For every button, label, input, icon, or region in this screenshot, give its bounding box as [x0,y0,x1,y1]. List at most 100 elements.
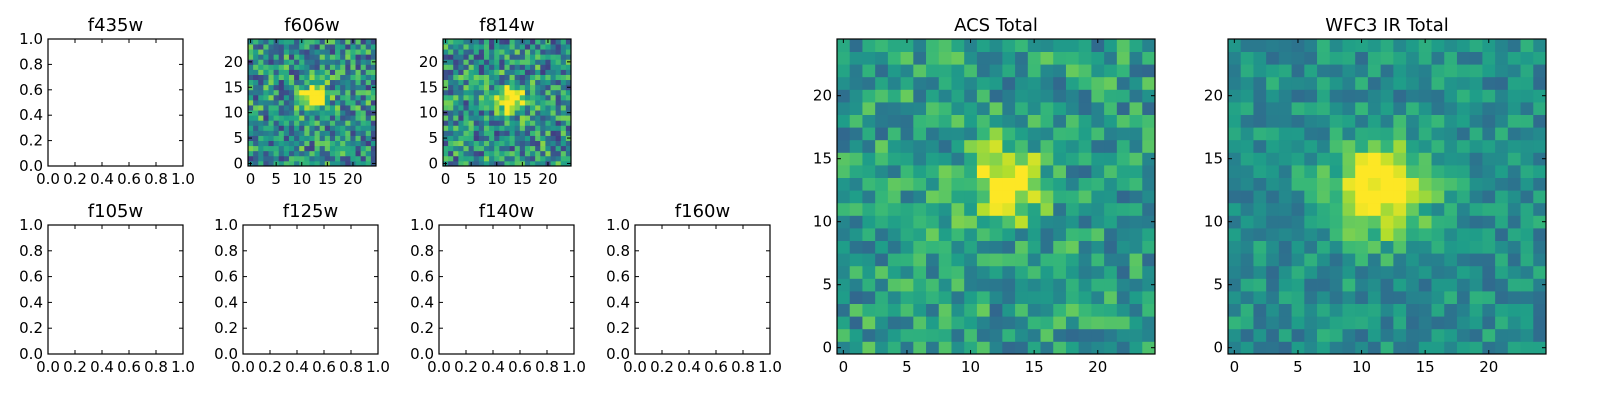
heatmap-cell [1240,316,1254,330]
heatmap-cell [1456,114,1471,128]
heatmap-cell [875,102,889,115]
heatmap-cell [504,130,510,136]
heatmap-cell [448,54,454,60]
heatmap-cell [448,74,454,81]
heatmap-cell [499,89,505,96]
heatmap-cell [1431,328,1445,342]
heatmap-cell [900,177,914,191]
heatmap-cell [304,130,310,136]
heatmap-cell [370,130,377,136]
heatmap-cell [1482,278,1496,292]
y-tick-label: 0.4 [19,106,43,124]
y-tick-label: 0.0 [606,345,630,363]
heatmap-cell [837,165,851,178]
heatmap-cell [530,150,536,157]
heatmap-cell [1091,190,1105,204]
heatmap-cell [350,140,356,147]
heatmap-cell [926,291,940,304]
heatmap-cell [365,140,372,147]
heatmap-cell [913,165,927,178]
heatmap-cell [875,228,889,241]
heatmap-cell [458,135,464,141]
heatmap-cell [555,115,562,121]
heatmap-cell [1533,316,1547,330]
heatmap-cell [1406,152,1420,166]
heatmap-cell [540,140,546,147]
heatmap-cell [248,74,254,81]
heatmap-cell [319,135,326,141]
heatmap-cell [1342,228,1356,241]
heatmap-cell [499,64,505,70]
heatmap-cell [887,240,901,254]
heatmap-cell [478,64,485,70]
heatmap-cell [1456,228,1471,241]
heatmap-cell [258,54,264,60]
heatmap-cell [913,51,927,65]
heatmap-cell [524,150,531,157]
heatmap-cell [278,145,285,152]
heatmap-cell [1507,139,1521,153]
heatmap-cell [1329,165,1343,178]
heatmap-cell [294,49,300,55]
heatmap-cell [1406,39,1420,52]
heatmap-cell [1027,265,1041,279]
heatmap-cell [1520,139,1534,153]
heatmap-cell [1278,253,1292,267]
heatmap-cell [1355,253,1369,267]
heatmap-cell [565,74,572,81]
heatmap-cell [519,125,526,131]
heatmap-cell [304,150,310,157]
heatmap-cell [1469,202,1483,216]
heatmap-cell [463,135,469,141]
heatmap-cell [443,150,449,157]
heatmap-cell [862,190,876,204]
heatmap-cell [299,105,305,111]
axes-frame-f125w [242,224,379,355]
heatmap-cell [976,278,991,292]
heatmap-cell [1355,265,1369,279]
heatmap-cell [253,160,259,167]
heatmap-cell [1078,127,1092,141]
heatmap-cell [530,39,536,45]
heatmap-cell [453,94,459,101]
heatmap-cell [463,64,469,70]
heatmap-cell [1520,328,1534,342]
heatmap-cell [443,69,449,75]
heatmap-cell [448,140,454,147]
heatmap-cell [1278,190,1292,204]
heatmap-cell [340,39,346,45]
heatmap-cell [365,79,372,86]
heatmap-cell [1456,64,1471,78]
x-tick-label: 0.4 [481,358,505,376]
heatmap-cell [283,44,290,50]
heatmap-cell [504,54,510,60]
heatmap-cell [1482,51,1496,65]
heatmap-cell [1040,328,1054,342]
heatmap-cell [504,79,510,86]
heatmap-cell [1507,316,1521,330]
heatmap-cell [545,105,551,111]
heatmap-cell [360,155,367,162]
heatmap-cell [1456,190,1471,204]
heatmap-cell [1228,177,1242,191]
heatmap-cell [1482,152,1496,166]
heatmap-cell [1380,76,1394,90]
heatmap-cell [1266,228,1280,241]
heatmap-cell [837,228,851,241]
heatmap-cell [1015,76,1029,90]
heatmap-cell [483,145,490,152]
heatmap-cell [448,69,454,75]
heatmap-cell [1495,291,1509,304]
heatmap-cell [345,89,351,96]
heatmap-cell [499,115,505,121]
heatmap-cell [1116,51,1130,65]
heatmap-cell [849,303,863,317]
heatmap-cell [1469,165,1483,178]
heatmap-cell [288,125,295,131]
heatmap-cell [1053,215,1067,229]
heatmap-cell [483,115,490,121]
heatmap-cell [309,110,315,116]
heatmap-cell [1406,127,1420,141]
heatmap-cell [504,59,510,65]
